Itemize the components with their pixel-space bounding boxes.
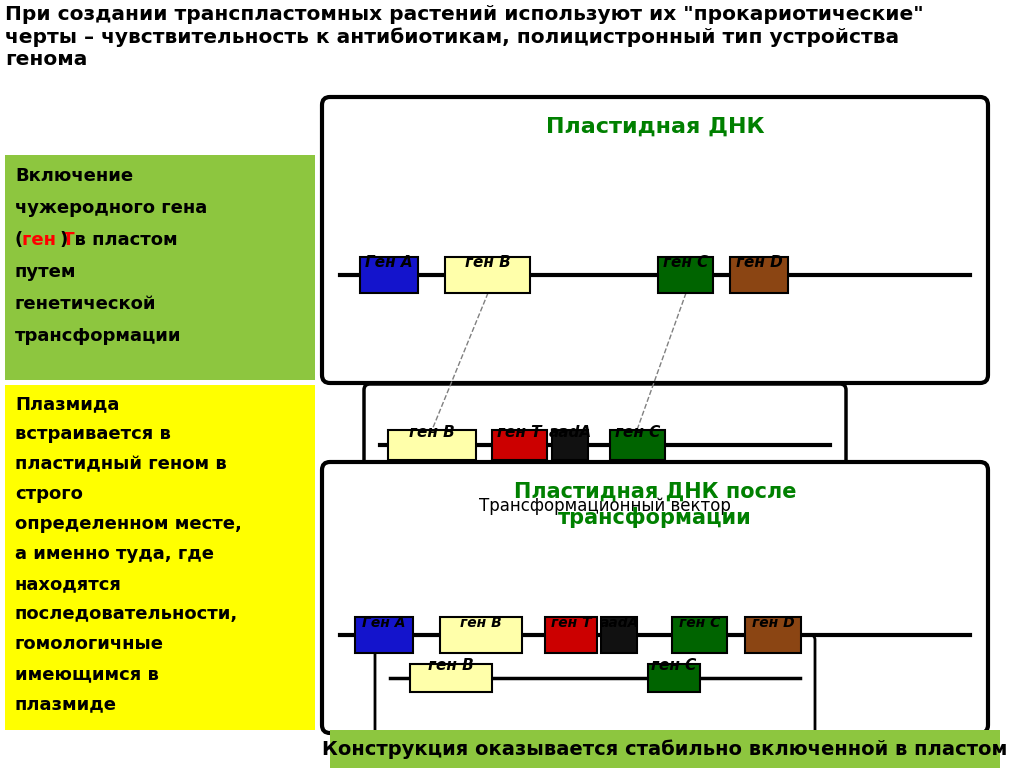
Bar — [360, 257, 418, 293]
Bar — [648, 664, 700, 692]
Bar — [355, 617, 413, 653]
Text: Трансформационный вектор: Трансформационный вектор — [479, 497, 731, 515]
Text: ) в пластом: ) в пластом — [60, 231, 177, 249]
Text: ген С: ген С — [679, 616, 720, 630]
Text: последовательности,: последовательности, — [15, 605, 239, 623]
Text: ген D: ген D — [752, 616, 795, 630]
Text: ген Т: ген Т — [551, 616, 591, 630]
Text: путем: путем — [15, 263, 77, 281]
Text: При создании транспластомных растений используют их "прокариотические"
черты – ч: При создании транспластомных растений ис… — [5, 5, 924, 68]
Text: ген С: ген С — [651, 658, 696, 673]
FancyBboxPatch shape — [364, 384, 846, 511]
Bar — [410, 664, 492, 692]
Bar — [552, 430, 588, 460]
Text: чужеродного гена: чужеродного гена — [15, 199, 207, 217]
Text: определенном месте,: определенном месте, — [15, 515, 242, 533]
Text: Включение: Включение — [15, 167, 133, 185]
Bar — [545, 617, 597, 653]
Text: находятся: находятся — [15, 575, 122, 593]
Bar — [388, 430, 476, 460]
FancyBboxPatch shape — [322, 97, 988, 383]
Bar — [601, 617, 637, 653]
Bar — [730, 257, 788, 293]
Text: генетической: генетической — [15, 295, 157, 313]
Text: ген Т: ген Т — [23, 231, 75, 249]
Text: Ген А: Ген А — [366, 255, 413, 270]
Text: а именно туда, где: а именно туда, где — [15, 545, 214, 563]
Bar — [330, 730, 1000, 768]
Text: ген С: ген С — [614, 425, 660, 440]
Text: aadA: aadA — [549, 425, 592, 440]
Text: имеющимся в: имеющимся в — [15, 665, 159, 683]
Bar — [445, 257, 530, 293]
Bar — [658, 257, 713, 293]
Text: встраивается в: встраивается в — [15, 425, 171, 443]
Text: Пластидная ДНК после
трансформации: Пластидная ДНК после трансформации — [514, 482, 797, 528]
FancyBboxPatch shape — [375, 635, 815, 740]
FancyBboxPatch shape — [5, 385, 315, 730]
Bar — [672, 617, 727, 653]
Text: Конструкция оказывается стабильно включенной в пластом: Конструкция оказывается стабильно включе… — [323, 740, 1008, 759]
Bar — [610, 430, 665, 460]
Text: ген В: ген В — [460, 616, 502, 630]
Text: трансформации: трансформации — [15, 327, 181, 345]
Text: гомологичные: гомологичные — [15, 635, 164, 653]
FancyBboxPatch shape — [322, 462, 988, 733]
Text: пластидный геном в: пластидный геном в — [15, 455, 226, 473]
Text: ген В: ген В — [410, 425, 455, 440]
Text: Ген А: Ген А — [362, 616, 406, 630]
Bar — [440, 617, 522, 653]
Text: aadA: aadA — [599, 616, 639, 630]
Text: (: ( — [15, 231, 24, 249]
Text: ген Т: ген Т — [498, 425, 542, 440]
Text: ген В: ген В — [465, 255, 510, 270]
Text: ген D: ген D — [735, 255, 782, 270]
Text: плазмиде: плазмиде — [15, 695, 117, 713]
FancyBboxPatch shape — [5, 155, 315, 380]
Text: Пластидная ДНК: Пластидная ДНК — [546, 117, 764, 137]
Text: ген В: ген В — [428, 658, 474, 673]
Bar — [745, 617, 801, 653]
Bar — [492, 430, 547, 460]
Text: ген С: ген С — [663, 255, 709, 270]
Text: строго: строго — [15, 485, 83, 503]
Text: Плазмида: Плазмида — [15, 395, 120, 413]
